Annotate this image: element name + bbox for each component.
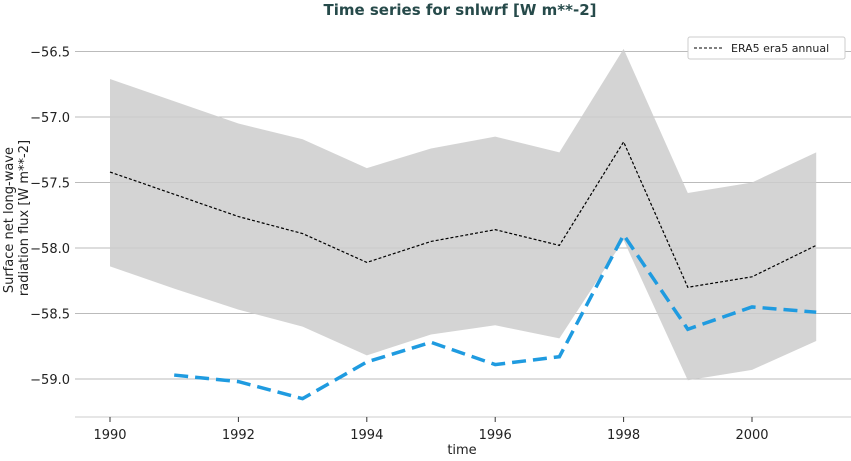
y-tick-label: −56.5 (30, 46, 70, 61)
y-axis-label-line-1: Surface net long-wave (2, 147, 17, 293)
uncertainty-band (110, 48, 817, 381)
series-line-era5 (109, 140, 817, 288)
legend-label-era5: ERA5 era5 annual (731, 42, 829, 55)
series-layer (109, 140, 817, 401)
x-tick-label: 1992 (222, 428, 255, 443)
y-axis-label-line-2: radiation flux [W m**-2] (17, 140, 32, 296)
x-tick-label: 1996 (479, 428, 512, 443)
y-tick-label: −58.0 (30, 242, 70, 257)
y-tick-label: −59.0 (30, 373, 70, 388)
x-tick-label: 1998 (607, 428, 640, 443)
y-axis-label: Surface net long-wave radiation flux [W … (2, 140, 32, 296)
band-layer (110, 48, 817, 381)
legend: ERA5 era5 annual (687, 36, 846, 60)
x-tick-label: 1994 (350, 428, 383, 443)
series-line-blue (174, 231, 817, 401)
y-tick-label: −58.5 (30, 308, 70, 323)
axes: −56.5 −57.0 −57.5 −58.0 −58.5 −59.0 1990 1992 19… (30, 46, 851, 443)
x-tick-label: 2000 (735, 428, 768, 443)
legend-box (687, 36, 846, 60)
chart-title: Time series for snlwrf [W m**-2] (323, 1, 596, 19)
y-tick-label: −57.5 (30, 177, 70, 192)
y-tick-label: −57.0 (30, 111, 70, 126)
x-tick-label: 1990 (93, 428, 126, 443)
x-axis-label: time (447, 443, 476, 457)
